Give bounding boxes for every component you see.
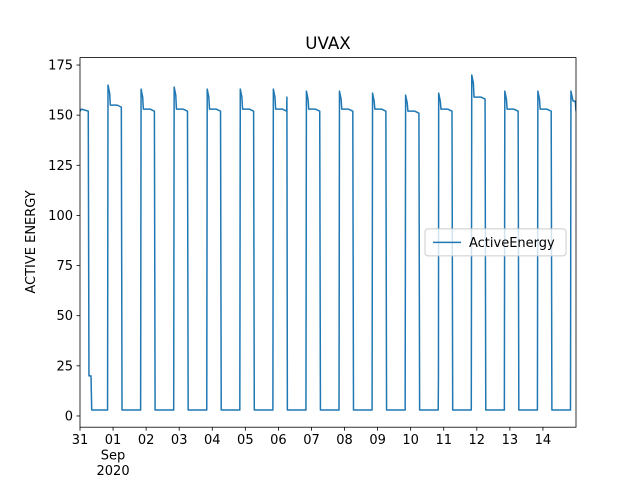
x-tick-label: 09 bbox=[369, 433, 386, 448]
y-axis-label: ACTIVE ENERGY bbox=[24, 190, 39, 293]
legend-box bbox=[424, 228, 567, 257]
x-tick-label: 31 bbox=[72, 433, 89, 448]
y-tick-label: 175 bbox=[48, 59, 73, 74]
y-tick-label: 50 bbox=[56, 309, 73, 324]
x-tick-label: 01 Sep 2020 bbox=[97, 433, 130, 479]
y-tick-label: 75 bbox=[56, 259, 73, 274]
x-tick-label: 10 bbox=[402, 433, 419, 448]
x-tick-label: 11 bbox=[435, 433, 452, 448]
y-tick-label: 0 bbox=[65, 409, 73, 424]
x-tick-label: 13 bbox=[502, 433, 519, 448]
x-tick-label: 08 bbox=[336, 433, 353, 448]
x-tick-label: 14 bbox=[535, 433, 552, 448]
x-tick-label: 06 bbox=[270, 433, 287, 448]
x-tick-label: 05 bbox=[237, 433, 254, 448]
y-tick-label: 150 bbox=[48, 109, 73, 124]
x-tick-label: 12 bbox=[469, 433, 486, 448]
y-tick-label: 125 bbox=[48, 159, 73, 174]
y-tick-label: 100 bbox=[48, 209, 73, 224]
x-tick-label: 07 bbox=[303, 433, 320, 448]
x-tick-label: 02 bbox=[138, 433, 155, 448]
axes-frame bbox=[79, 57, 577, 428]
x-tick-label: 04 bbox=[204, 433, 221, 448]
legend-label: ActiveEnergy bbox=[469, 236, 555, 251]
y-tick-label: 25 bbox=[56, 359, 73, 374]
x-tick-label: 03 bbox=[171, 433, 188, 448]
chart-title: UVAX bbox=[305, 33, 350, 53]
